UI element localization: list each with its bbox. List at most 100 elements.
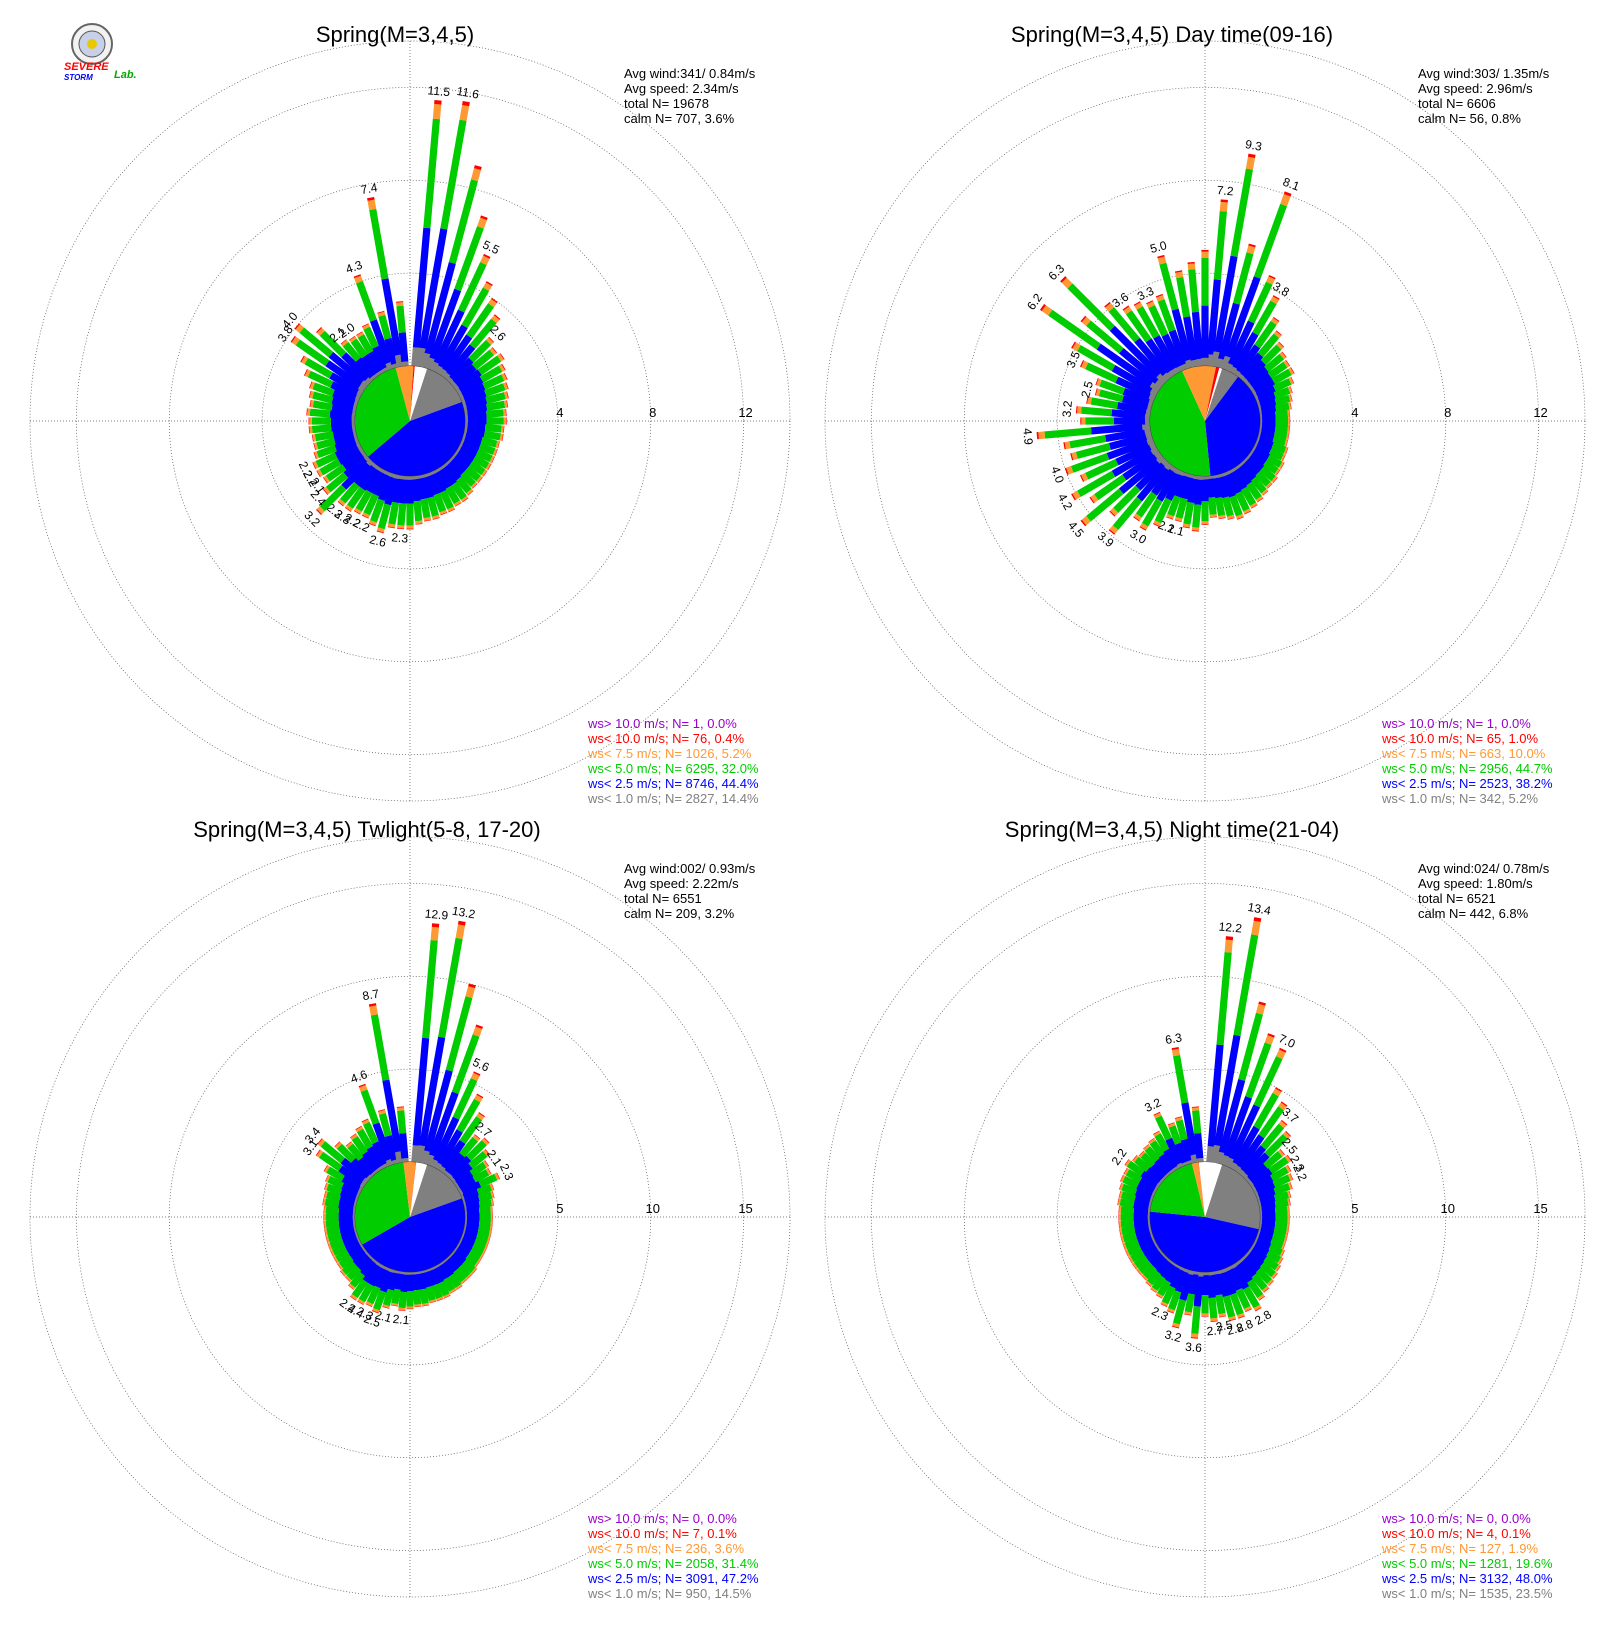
bar-segment	[495, 440, 500, 449]
bar-segment	[306, 408, 308, 416]
bar-segment	[1206, 1274, 1216, 1299]
wind-rose-panel-spring: Spring(M=3,4,5) Avg wind:341/ 0.84m/s Av…	[29, 22, 791, 806]
direction-bar	[1160, 1265, 1186, 1308]
bar-segment	[1158, 1153, 1175, 1172]
pie-wedge	[395, 366, 414, 421]
bar-segment	[359, 1258, 376, 1277]
bar-segment	[1160, 1301, 1169, 1307]
bar-segment	[434, 99, 442, 105]
bar-segment	[1247, 153, 1256, 159]
direction-bar	[1247, 1245, 1282, 1272]
bar-segment	[438, 324, 468, 369]
legend: ws> 10.0 m/s; N= 1, 0.0% ws< 10.0 m/s; N…	[1381, 716, 1553, 806]
bar-segment	[376, 527, 385, 533]
legend-lt5: ws< 5.0 m/s; N= 1281, 19.6%	[1381, 1556, 1553, 1571]
bar-segment	[370, 498, 385, 523]
bar-segment	[497, 441, 500, 449]
bar-segment	[1163, 1148, 1180, 1169]
direction-bar	[322, 453, 371, 495]
bar-segment	[304, 357, 333, 379]
bar-segment	[1253, 1092, 1279, 1130]
legend: ws> 10.0 m/s; N= 0, 0.0% ws< 10.0 m/s; N…	[587, 1511, 759, 1601]
bar-segment	[1098, 389, 1124, 403]
bar-segment	[1290, 376, 1295, 384]
bar-segment	[356, 280, 377, 322]
bar-segment	[479, 1255, 484, 1262]
legend-lt2-5: ws< 2.5 m/s; N= 3132, 48.0%	[1381, 1571, 1553, 1586]
bar-segment	[1253, 1175, 1274, 1192]
bar-segment	[465, 397, 488, 410]
bar-value-label: 13.2	[451, 904, 477, 922]
bar-segment	[1130, 1249, 1145, 1263]
legend-gt10: ws> 10.0 m/s; N= 1, 0.0%	[587, 716, 737, 731]
bar-segment	[382, 1304, 390, 1309]
bar-value-label: 2.2	[296, 459, 316, 480]
bar-segment	[295, 339, 330, 367]
bar-segment	[1166, 516, 1174, 520]
bar-segment	[498, 364, 505, 372]
bar-segment	[1191, 530, 1200, 532]
bar-segment	[1287, 1206, 1290, 1214]
bar-segment	[331, 396, 355, 410]
bar-segment	[425, 357, 437, 371]
bar-segment	[1139, 526, 1147, 531]
bar-segment	[431, 1283, 443, 1300]
bar-segment	[420, 352, 432, 369]
bar-segment	[377, 1109, 386, 1112]
direction-bar	[1174, 270, 1199, 368]
bar-segment	[435, 469, 452, 490]
bar-segment	[470, 1267, 477, 1274]
bar-segment	[496, 1172, 501, 1180]
bar-segment	[491, 1206, 493, 1214]
bar-segment	[469, 1161, 487, 1177]
bar-segment	[422, 939, 438, 1039]
bar-segment	[1224, 276, 1261, 359]
bar-segment	[1221, 474, 1236, 498]
bar-segment	[1161, 333, 1183, 368]
bar-segment	[1283, 360, 1290, 368]
bar-segment	[1290, 394, 1293, 402]
bar-segment	[1278, 1102, 1287, 1111]
bar-segment	[1138, 1150, 1146, 1158]
bar-segment	[356, 331, 363, 336]
bar-segment	[488, 336, 495, 343]
bar-segment	[433, 309, 465, 365]
bar-segment	[1266, 1278, 1274, 1286]
bar-segment	[470, 481, 478, 489]
bar-segment	[503, 400, 508, 408]
bar-segment	[1264, 353, 1285, 373]
bar-segment	[1238, 1012, 1263, 1081]
bar-segment	[471, 1243, 485, 1255]
bar-segment	[1223, 1096, 1252, 1158]
direction-bar	[1215, 243, 1256, 369]
bar-segment	[333, 1256, 338, 1264]
direction-bar	[396, 1106, 409, 1163]
direction-bar	[1070, 431, 1153, 461]
bar-segment	[501, 425, 504, 433]
bar-segment	[1216, 1272, 1230, 1298]
bar-segment	[1165, 1137, 1184, 1165]
bar-segment	[1123, 1167, 1128, 1175]
bar-segment	[1250, 1168, 1273, 1187]
bar-segment	[1171, 1048, 1181, 1057]
bar-segment	[445, 485, 461, 505]
bar-segment	[369, 520, 377, 526]
bar-segment	[1196, 1158, 1204, 1163]
bar-segment	[1272, 1273, 1278, 1279]
bar-segment	[460, 1277, 467, 1284]
bar-segment	[1232, 331, 1259, 370]
bar-segment	[341, 1260, 357, 1276]
bar-segment	[334, 442, 359, 459]
bar-segment	[1191, 527, 1200, 531]
bar-segment	[1201, 501, 1209, 522]
bar-segment	[332, 389, 357, 405]
bar-segment	[358, 1083, 366, 1088]
bar-segment	[1115, 443, 1152, 466]
bar-segment	[1136, 465, 1169, 502]
bar-segment	[325, 1206, 340, 1215]
pie-wedge	[1205, 1164, 1260, 1230]
bar-segment	[1235, 514, 1244, 520]
direction-bar	[1250, 445, 1285, 470]
bar-segment	[1246, 481, 1262, 500]
direction-bar	[1250, 1241, 1284, 1265]
